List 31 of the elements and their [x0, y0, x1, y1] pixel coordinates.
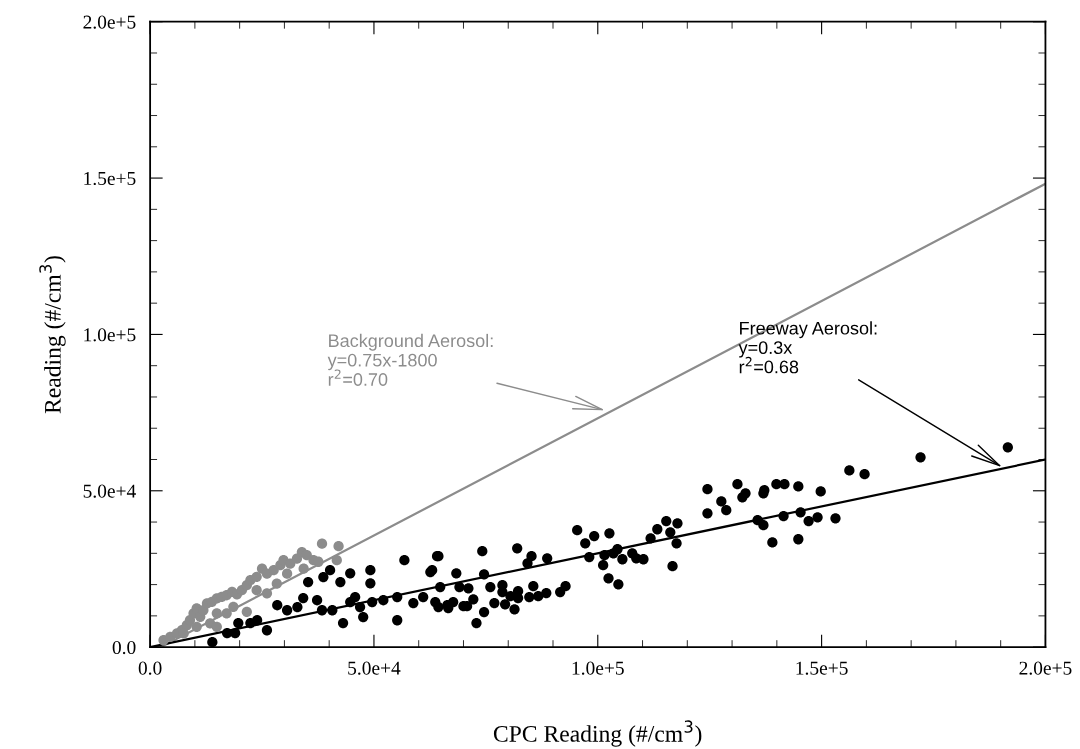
- x-tick-label: 1.0e+5: [572, 661, 624, 675]
- point: [298, 563, 309, 574]
- y-tick-label: 2.0e+5: [83, 15, 136, 29]
- point: [221, 608, 232, 619]
- point: [316, 538, 328, 549]
- point: [241, 606, 252, 617]
- point: [211, 608, 222, 619]
- point: [261, 588, 273, 599]
- x-tick-label: 5.0e+4: [348, 661, 401, 675]
- annotation: Background Aerosol: y=0.75x-1800 r$^{2}$=0.70: [327, 333, 493, 386]
- point: [228, 601, 239, 612]
- point: [251, 571, 262, 582]
- x-tick-label: 2.0e+5: [1019, 661, 1072, 675]
- y-tick-label: 1.0e+5: [84, 328, 136, 342]
- point: [313, 556, 324, 567]
- y-axis-title: Reading (#/cm$^{3}$): [39, 256, 66, 414]
- point: [285, 558, 296, 569]
- y-tick-label: 5.0e+4: [83, 484, 136, 498]
- point: [331, 555, 342, 566]
- annotation: Freeway Aerosol: y=0.3x r$^{2}$=0.68: [738, 321, 877, 374]
- x-tick-label: 0.0: [138, 661, 162, 675]
- point: [333, 540, 344, 552]
- x-axis-title: CPC Reading (#/cm$^{3}$): [493, 720, 702, 747]
- point: [211, 621, 222, 632]
- point: [251, 585, 262, 596]
- y-tick-label: 1.5e+5: [84, 171, 136, 186]
- point: [271, 578, 282, 589]
- point: [191, 621, 202, 632]
- x-tick-label: 1.5e+5: [796, 661, 848, 675]
- point: [281, 568, 293, 579]
- y-tick-label: 0.0: [112, 640, 136, 655]
